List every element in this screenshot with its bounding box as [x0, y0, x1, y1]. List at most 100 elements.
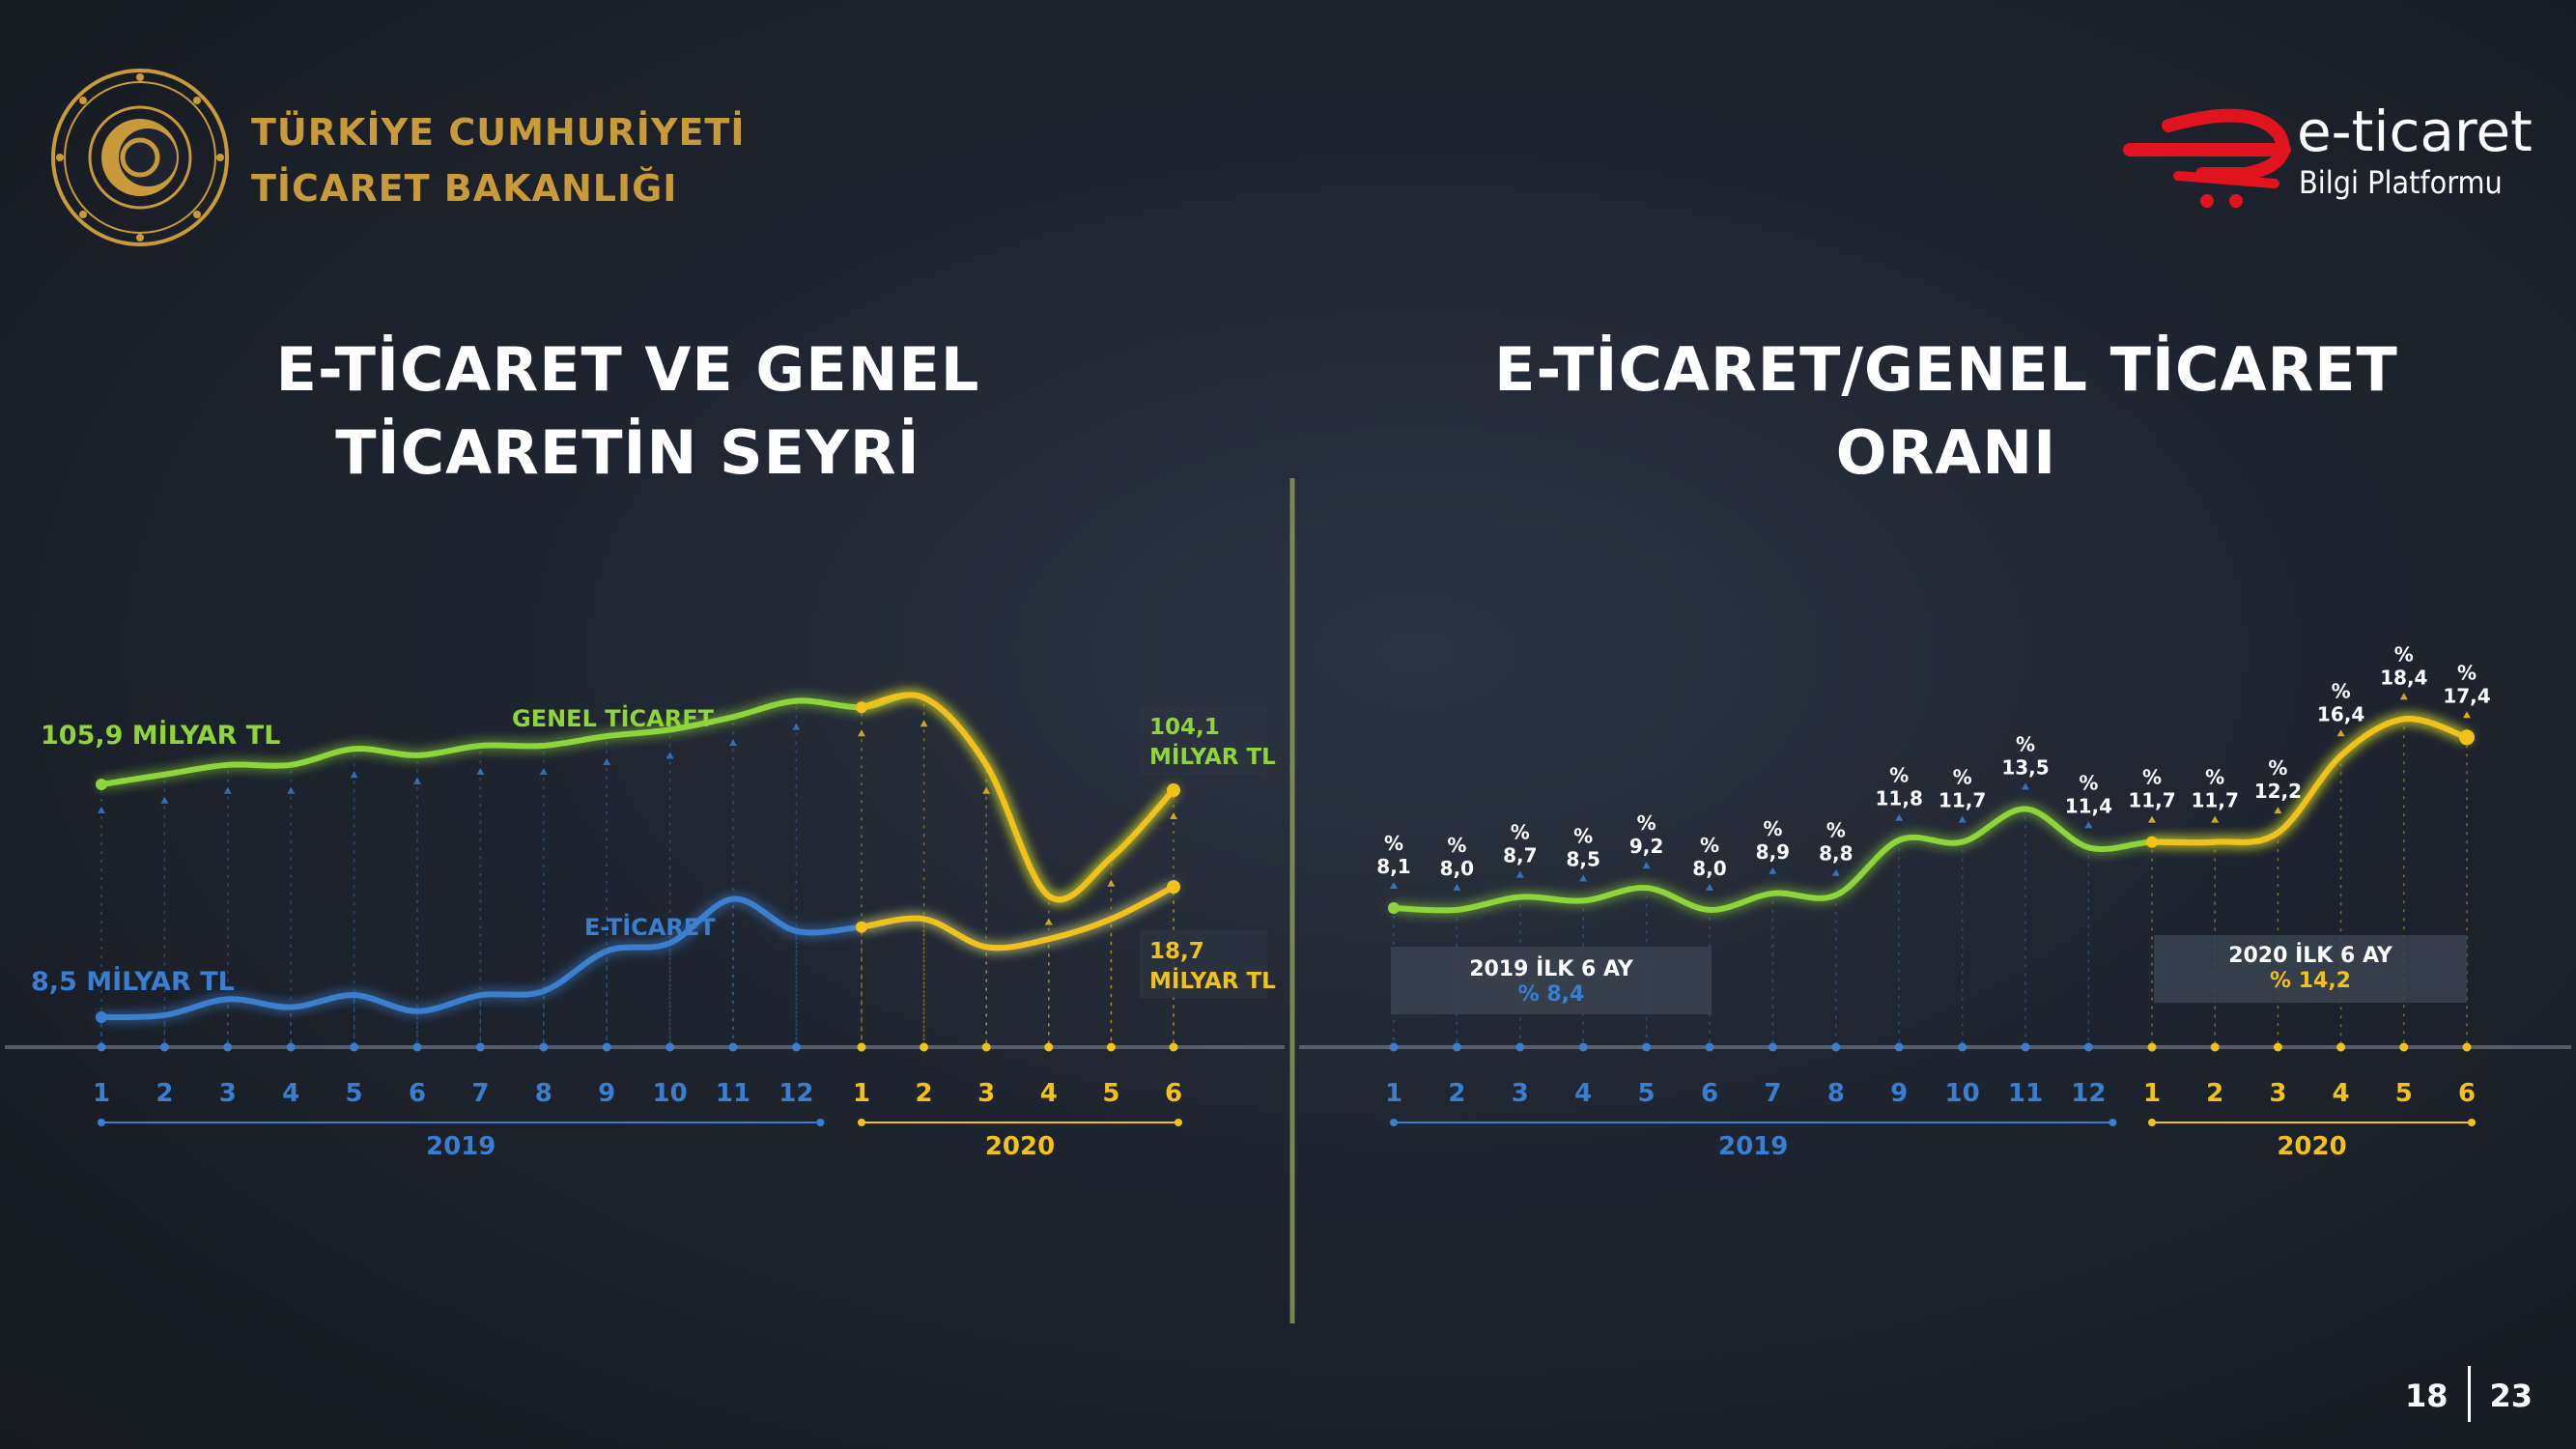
right-value-label: 16,4 — [2317, 702, 2364, 725]
left-genel-marker — [920, 720, 928, 727]
ministry-name-line2: TİCARET BAKANLIĞI — [251, 167, 678, 210]
left-genel-end-label-value: 104,1 — [1149, 715, 1220, 740]
right-axis-dot — [1831, 1042, 1841, 1052]
left-axis-dot — [350, 1042, 359, 1052]
right-value-label-percent: % — [1384, 832, 1403, 855]
right-value-label-percent: % — [2079, 771, 2098, 794]
ministry-name-line1: TÜRKİYE CUMHURİYETİ — [251, 111, 746, 154]
right-value-label: 18,4 — [2380, 666, 2427, 689]
right-marker — [1831, 868, 1840, 876]
right-value-label: 8,0 — [1692, 857, 1726, 880]
right-value-label-percent: % — [1573, 824, 1593, 847]
right-marker — [1515, 870, 1524, 878]
left-genel-marker — [98, 807, 105, 813]
right-value-label: 13,5 — [2001, 755, 2049, 779]
right-axis-dot — [2147, 1042, 2157, 1052]
right-value-label: 8,0 — [1440, 857, 1474, 880]
left-start-point — [96, 779, 107, 790]
left-axis-dot — [857, 1042, 866, 1052]
left-genel-marker — [792, 723, 801, 730]
left-year-label: 2020 — [985, 1132, 1055, 1161]
left-axis-dot — [981, 1042, 991, 1052]
left-chart-title-line2: TİCARETİN SEYRİ — [335, 417, 920, 488]
right-value-label-percent: % — [1826, 819, 1846, 842]
left-genel-marker — [729, 739, 737, 747]
left-x-tick-label: 2 — [916, 1079, 933, 1108]
right-axis-dot — [1452, 1042, 1461, 1052]
right-value-label: 17,4 — [2443, 684, 2490, 707]
right-axis-dot — [2336, 1042, 2346, 1052]
summary-2019-title: 2019 İLK 6 AY — [1469, 956, 1634, 981]
left-year-label: 2019 — [426, 1132, 495, 1161]
right-value-label: 11,7 — [1939, 789, 1986, 812]
right-chart-title-line1: E-TİCARET/GENEL TİCARET — [1494, 334, 2398, 405]
left-genel-marker — [858, 729, 865, 737]
summary-2019-box — [1391, 947, 1712, 1014]
left-genel-end-label-unit: MİLYAR TL — [1149, 743, 1276, 770]
summary-2019-value: % 8,4 — [1518, 982, 1585, 1007]
right-chart-title-line2: ORANI — [1835, 417, 2057, 488]
right-year-label: 2020 — [2277, 1132, 2346, 1161]
right-x-tick-label: 10 — [1945, 1079, 1980, 1108]
right-value-label: 8,8 — [1819, 842, 1853, 866]
left-genel-start-label: 105,9 MİLYAR TL — [41, 720, 280, 751]
left-axis-dot — [728, 1042, 738, 1052]
right-axis-dot — [1958, 1042, 1967, 1052]
right-ratio-line-2019 — [1391, 716, 2470, 914]
left-axis-dot — [1169, 1042, 1178, 1052]
right-value-label: 11,4 — [2065, 794, 2112, 817]
right-value-label: 8,1 — [1376, 855, 1410, 878]
left-x-tick-label: 10 — [653, 1079, 688, 1108]
left-genel-marker — [1107, 879, 1116, 887]
left-end-point — [1167, 880, 1180, 895]
summary-2020-value: % 14,2 — [2270, 969, 2351, 993]
right-value-label: 12,2 — [2254, 780, 2302, 803]
right-x-tick-label: 5 — [1638, 1079, 1656, 1108]
right-x-tick-label: 7 — [1764, 1079, 1781, 1108]
left-x-tick-label: 3 — [977, 1079, 995, 1108]
left-genel-marker — [1170, 811, 1177, 819]
left-eticaret-end-label-box — [1140, 930, 1267, 998]
right-x-tick-label: 2 — [2206, 1079, 2223, 1108]
left-eticaret-end-label-unit: MİLYAR TL — [1149, 967, 1276, 994]
right-x-tick-label: 1 — [1385, 1079, 1402, 1108]
left-year-bracket-start — [858, 1119, 865, 1126]
right-year-bracket-end — [2109, 1119, 2117, 1126]
right-axis-dot — [1894, 1042, 1904, 1052]
page-separator — [2467, 1366, 2471, 1422]
ministry-seal-icon — [51, 69, 229, 246]
left-genel-marker — [982, 786, 991, 794]
right-value-label-percent: % — [1447, 834, 1466, 857]
right-value-label: 11,7 — [2192, 789, 2239, 812]
left-eticaret-end-label-value: 18,7 — [1149, 939, 1204, 964]
left-eticaret-line-2020 — [859, 884, 1176, 952]
left-x-tick-label: 5 — [346, 1079, 363, 1108]
right-year-label: 2019 — [1718, 1132, 1788, 1161]
left-year-bracket-start — [98, 1119, 105, 1126]
right-marker — [1642, 862, 1651, 869]
left-year-bracket-end — [1175, 1119, 1182, 1126]
left-x-tick-label: 2 — [156, 1079, 173, 1108]
right-value-label-percent: % — [2332, 679, 2351, 702]
left-axis-dot — [791, 1042, 801, 1052]
right-value-label-percent: % — [2457, 661, 2477, 684]
right-marker — [2274, 807, 2282, 814]
right-year-bracket-end — [2468, 1119, 2476, 1126]
left-chart-title: E-TİCARET VE GENEL TİCARETİN SEYRİ — [193, 328, 1062, 495]
right-ratio-line-2020 — [2149, 716, 2470, 846]
left-genel-line-2020 — [859, 692, 1176, 903]
right-x-tick-label: 1 — [2143, 1079, 2161, 1108]
right-axis-dot — [2083, 1042, 2093, 1052]
right-start-point — [1388, 902, 1400, 914]
left-genel-marker — [539, 767, 548, 775]
left-axis-dot — [97, 1042, 106, 1052]
right-x-tick-label: 6 — [2458, 1079, 2476, 1108]
right-axis-dot — [2462, 1042, 2472, 1052]
left-x-tick-label: 5 — [1102, 1079, 1119, 1108]
right-year-bracket-start — [2148, 1119, 2156, 1126]
right-marker — [2148, 815, 2156, 823]
right-year-start-point — [2146, 836, 2158, 848]
left-end-point — [1167, 782, 1180, 797]
left-axis-dot — [286, 1042, 296, 1052]
right-x-tick-label: 3 — [2269, 1079, 2286, 1108]
